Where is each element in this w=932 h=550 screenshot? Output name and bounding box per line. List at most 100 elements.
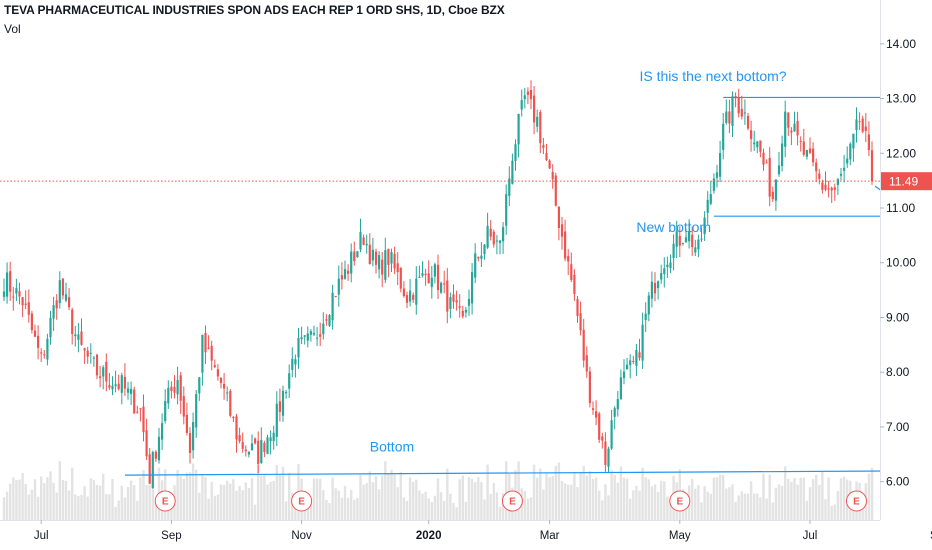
candle-body[interactable] xyxy=(836,179,839,186)
candle-body[interactable] xyxy=(762,152,765,165)
candle-body[interactable] xyxy=(663,268,666,274)
candle-body[interactable] xyxy=(548,160,551,169)
candle-body[interactable] xyxy=(554,175,557,206)
candle-body[interactable] xyxy=(861,118,864,132)
candle-body[interactable] xyxy=(43,354,46,356)
candle-body[interactable] xyxy=(402,288,405,297)
candle-body[interactable] xyxy=(808,148,812,153)
candle-body[interactable] xyxy=(409,290,412,302)
candle-body[interactable] xyxy=(204,333,207,353)
candle-body[interactable] xyxy=(545,152,548,161)
candle-body[interactable] xyxy=(71,309,74,335)
candle-body[interactable] xyxy=(725,111,728,123)
candle-body[interactable] xyxy=(703,217,706,235)
candle-body[interactable] xyxy=(455,300,458,303)
candle-body[interactable] xyxy=(74,334,77,337)
candle-body[interactable] xyxy=(353,251,356,262)
candle-body[interactable] xyxy=(498,240,502,244)
candle-body[interactable] xyxy=(495,240,498,242)
candle-body[interactable] xyxy=(458,306,461,308)
candle-body[interactable] xyxy=(188,433,192,453)
candle-body[interactable] xyxy=(120,375,123,393)
candle-body[interactable] xyxy=(790,130,793,133)
candle-body[interactable] xyxy=(223,383,226,389)
candle-body[interactable] xyxy=(852,133,855,149)
candle-body[interactable] xyxy=(24,303,27,305)
candle-body[interactable] xyxy=(533,95,536,123)
candle-body[interactable] xyxy=(520,100,523,110)
candle-body[interactable] xyxy=(644,313,647,320)
candle-body[interactable] xyxy=(626,364,629,370)
candle-body[interactable] xyxy=(192,422,195,451)
candle-body[interactable] xyxy=(449,297,452,309)
candle-body[interactable] xyxy=(576,299,579,316)
candle-body[interactable] xyxy=(396,263,399,273)
candle-body[interactable] xyxy=(105,361,108,382)
candle-body[interactable] xyxy=(164,401,167,422)
candle-body[interactable] xyxy=(213,365,216,368)
candle-body[interactable] xyxy=(319,334,322,337)
candle-body[interactable] xyxy=(285,391,288,394)
candle-body[interactable] xyxy=(173,386,176,393)
candle-body[interactable] xyxy=(46,338,49,360)
candle-body[interactable] xyxy=(418,276,421,278)
candle-body[interactable] xyxy=(815,162,818,172)
candle-body[interactable] xyxy=(64,294,68,301)
candle-body[interactable] xyxy=(334,295,337,297)
candle-body[interactable] xyxy=(551,171,554,180)
candle-body[interactable] xyxy=(539,112,542,144)
candle-body[interactable] xyxy=(362,237,365,245)
candle-body[interactable] xyxy=(774,179,777,201)
candle-body[interactable] xyxy=(80,331,83,345)
candle-body[interactable] xyxy=(833,187,836,190)
candle-body[interactable] xyxy=(232,416,235,419)
candle-body[interactable] xyxy=(864,126,867,132)
candle-body[interactable] xyxy=(517,113,520,145)
candle-body[interactable] xyxy=(27,302,30,315)
candle-body[interactable] xyxy=(337,278,340,295)
candle-body[interactable] xyxy=(706,199,709,213)
candle-body[interactable] xyxy=(443,283,446,285)
candle-body[interactable] xyxy=(870,150,874,182)
candle-body[interactable] xyxy=(148,454,151,484)
candle-body[interactable] xyxy=(250,443,254,451)
candle-body[interactable] xyxy=(33,330,37,337)
candle-body[interactable] xyxy=(312,332,316,335)
candle-body[interactable] xyxy=(412,294,415,300)
candle-body[interactable] xyxy=(309,331,312,335)
candle-body[interactable] xyxy=(666,264,669,268)
candle-body[interactable] xyxy=(728,111,731,124)
candle-body[interactable] xyxy=(316,337,319,339)
candle-body[interactable] xyxy=(12,296,15,298)
candle-body[interactable] xyxy=(340,275,343,280)
candle-body[interactable] xyxy=(471,272,474,304)
candle-body[interactable] xyxy=(306,333,309,341)
candle-body[interactable] xyxy=(58,280,61,304)
candle-body[interactable] xyxy=(591,408,595,411)
candle-body[interactable] xyxy=(89,352,92,354)
candle-body[interactable] xyxy=(830,187,833,191)
candle-body[interactable] xyxy=(61,278,64,296)
candle-body[interactable] xyxy=(542,145,545,148)
candle-body[interactable] xyxy=(582,329,585,361)
candle-body[interactable] xyxy=(325,319,328,321)
candle-body[interactable] xyxy=(257,440,260,464)
candle-body[interactable] xyxy=(244,449,247,452)
candle-body[interactable] xyxy=(849,143,852,160)
candle-body[interactable] xyxy=(130,388,133,394)
candle-body[interactable] xyxy=(195,394,198,428)
candle-body[interactable] xyxy=(787,112,790,128)
candle-body[interactable] xyxy=(123,376,126,389)
candle-body[interactable] xyxy=(86,350,89,357)
earnings-marker-icon[interactable] xyxy=(669,490,691,512)
candle-body[interactable] xyxy=(343,269,347,279)
price-axis[interactable] xyxy=(880,0,932,550)
candle-body[interactable] xyxy=(604,441,607,465)
candle-body[interactable] xyxy=(427,273,430,284)
candle-body[interactable] xyxy=(740,108,743,117)
candle-body[interactable] xyxy=(489,228,492,237)
candle-body[interactable] xyxy=(855,119,858,131)
candle-body[interactable] xyxy=(613,408,616,417)
candle-body[interactable] xyxy=(263,442,266,452)
candle-body[interactable] xyxy=(812,148,815,163)
